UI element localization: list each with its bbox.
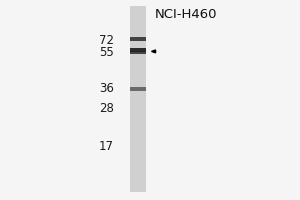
Bar	[130, 48, 146, 52]
Bar	[130, 37, 146, 41]
Text: 72: 72	[99, 34, 114, 47]
Text: 17: 17	[99, 140, 114, 154]
Polygon shape	[152, 50, 155, 53]
Text: 55: 55	[99, 46, 114, 60]
Bar	[130, 6, 146, 192]
Bar	[130, 87, 146, 91]
Bar	[130, 51, 146, 54]
Text: 36: 36	[99, 82, 114, 95]
Text: NCI-H460: NCI-H460	[155, 8, 217, 21]
Text: 28: 28	[99, 102, 114, 116]
